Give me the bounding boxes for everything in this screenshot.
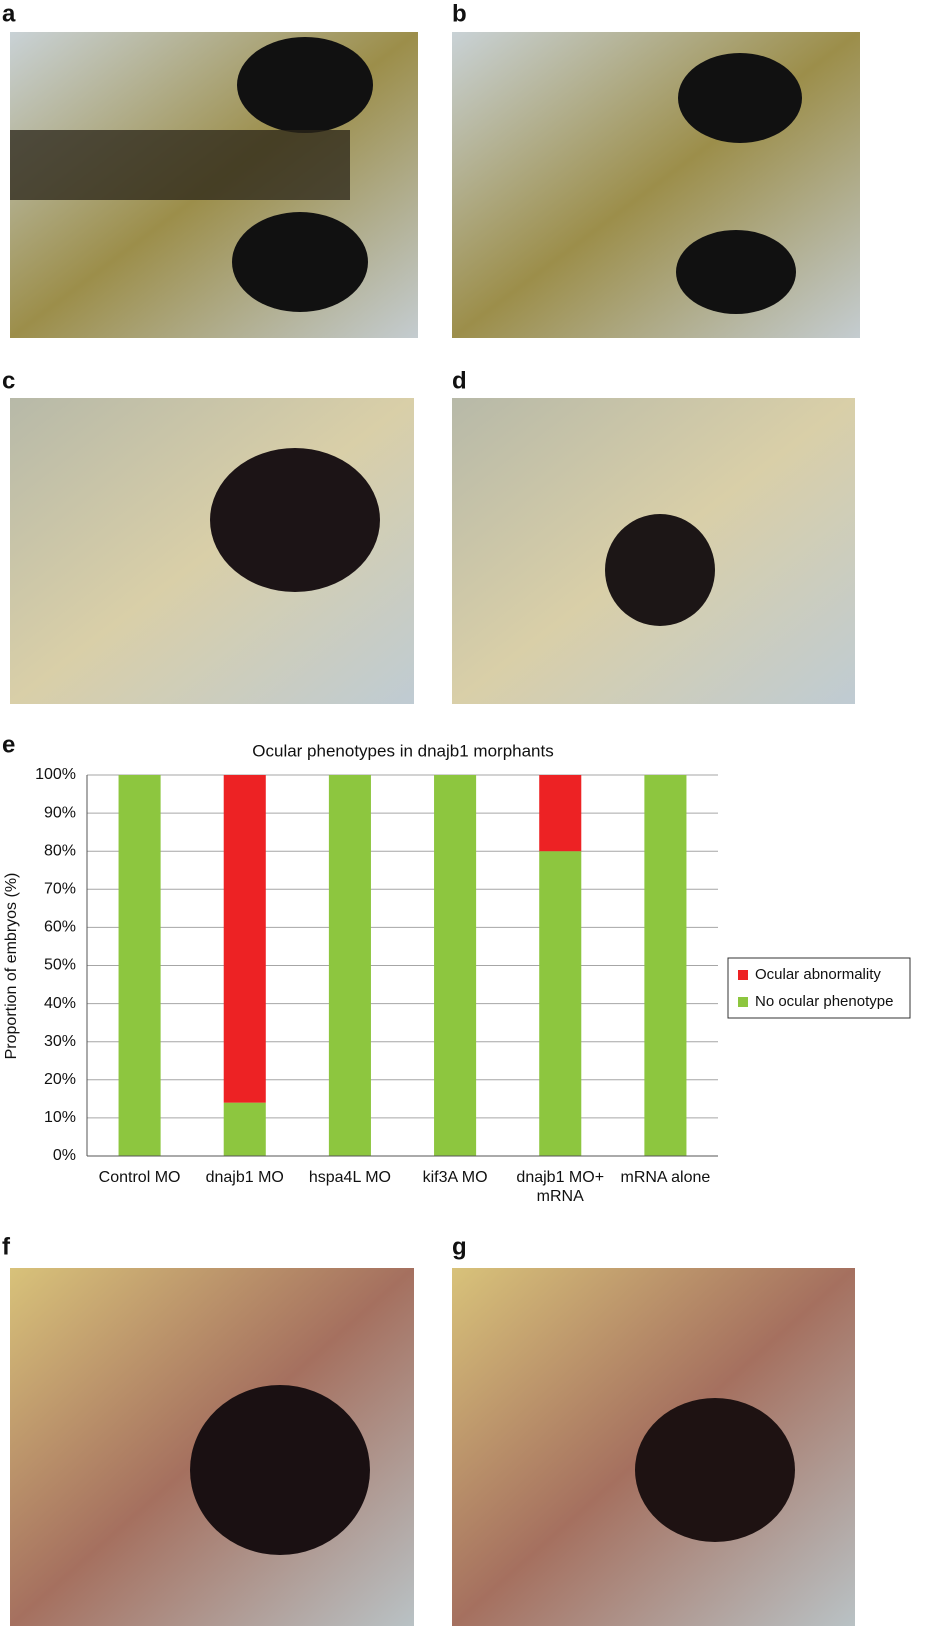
chart-title: Ocular phenotypes in dnajb1 morphants <box>252 741 553 760</box>
photos <box>10 32 860 1626</box>
bar-segment <box>434 775 477 1156</box>
eye <box>210 448 380 592</box>
eye <box>237 37 373 133</box>
x-tick-label: dnajb1 MO+ mRNA <box>516 1169 605 1205</box>
y-tick-label: 10% <box>44 1109 76 1126</box>
x-tick-label: mRNA alone <box>620 1169 711 1186</box>
panel-label: e <box>2 731 15 758</box>
legend-label: No ocular phenotype <box>755 993 893 1010</box>
bar-segment <box>539 775 582 852</box>
y-tick-label: 80% <box>44 842 76 859</box>
legend-swatch <box>738 970 748 980</box>
eye <box>676 230 796 314</box>
y-tick-label: 40% <box>44 995 76 1012</box>
panel-label: d <box>452 367 467 394</box>
panel-label: c <box>2 367 15 394</box>
eye <box>635 1398 795 1542</box>
panel-label: a <box>2 0 16 27</box>
x-tick-label: hspa4L MO <box>308 1169 391 1186</box>
y-tick-label: 90% <box>44 804 76 821</box>
bar-segment <box>539 851 582 1156</box>
y-tick-label: 0% <box>53 1147 76 1164</box>
y-tick-label: 100% <box>35 766 76 783</box>
y-tick-label: 30% <box>44 1033 76 1050</box>
bar-segment <box>644 775 687 1156</box>
y-tick-label: 60% <box>44 919 76 936</box>
eye <box>190 1385 370 1555</box>
x-tick-label: Control MO <box>98 1169 181 1186</box>
panel-label: b <box>452 0 467 27</box>
eye <box>605 514 715 626</box>
legend-swatch <box>738 997 748 1007</box>
y-tick-label: 50% <box>44 957 76 974</box>
eye <box>232 212 368 312</box>
y-axis-label: Proportion of embryos (%) <box>3 873 20 1060</box>
legend-label: Ocular abnormality <box>755 966 881 983</box>
bar-segment <box>223 775 266 1103</box>
y-tick-label: 70% <box>44 881 76 898</box>
bar-segment <box>223 1102 266 1156</box>
pigment <box>10 130 350 200</box>
bar-segment <box>118 775 161 1156</box>
x-tick-label: kif3A MO <box>422 1169 488 1186</box>
x-tick-label: dnajb1 MO <box>205 1169 284 1186</box>
panel-label: g <box>452 1233 467 1260</box>
photo-b <box>452 32 860 338</box>
legend-box <box>727 957 911 1019</box>
eye <box>678 53 802 143</box>
panel-label: f <box>2 1233 11 1260</box>
bar-segment <box>328 775 371 1156</box>
y-tick-label: 20% <box>44 1071 76 1088</box>
